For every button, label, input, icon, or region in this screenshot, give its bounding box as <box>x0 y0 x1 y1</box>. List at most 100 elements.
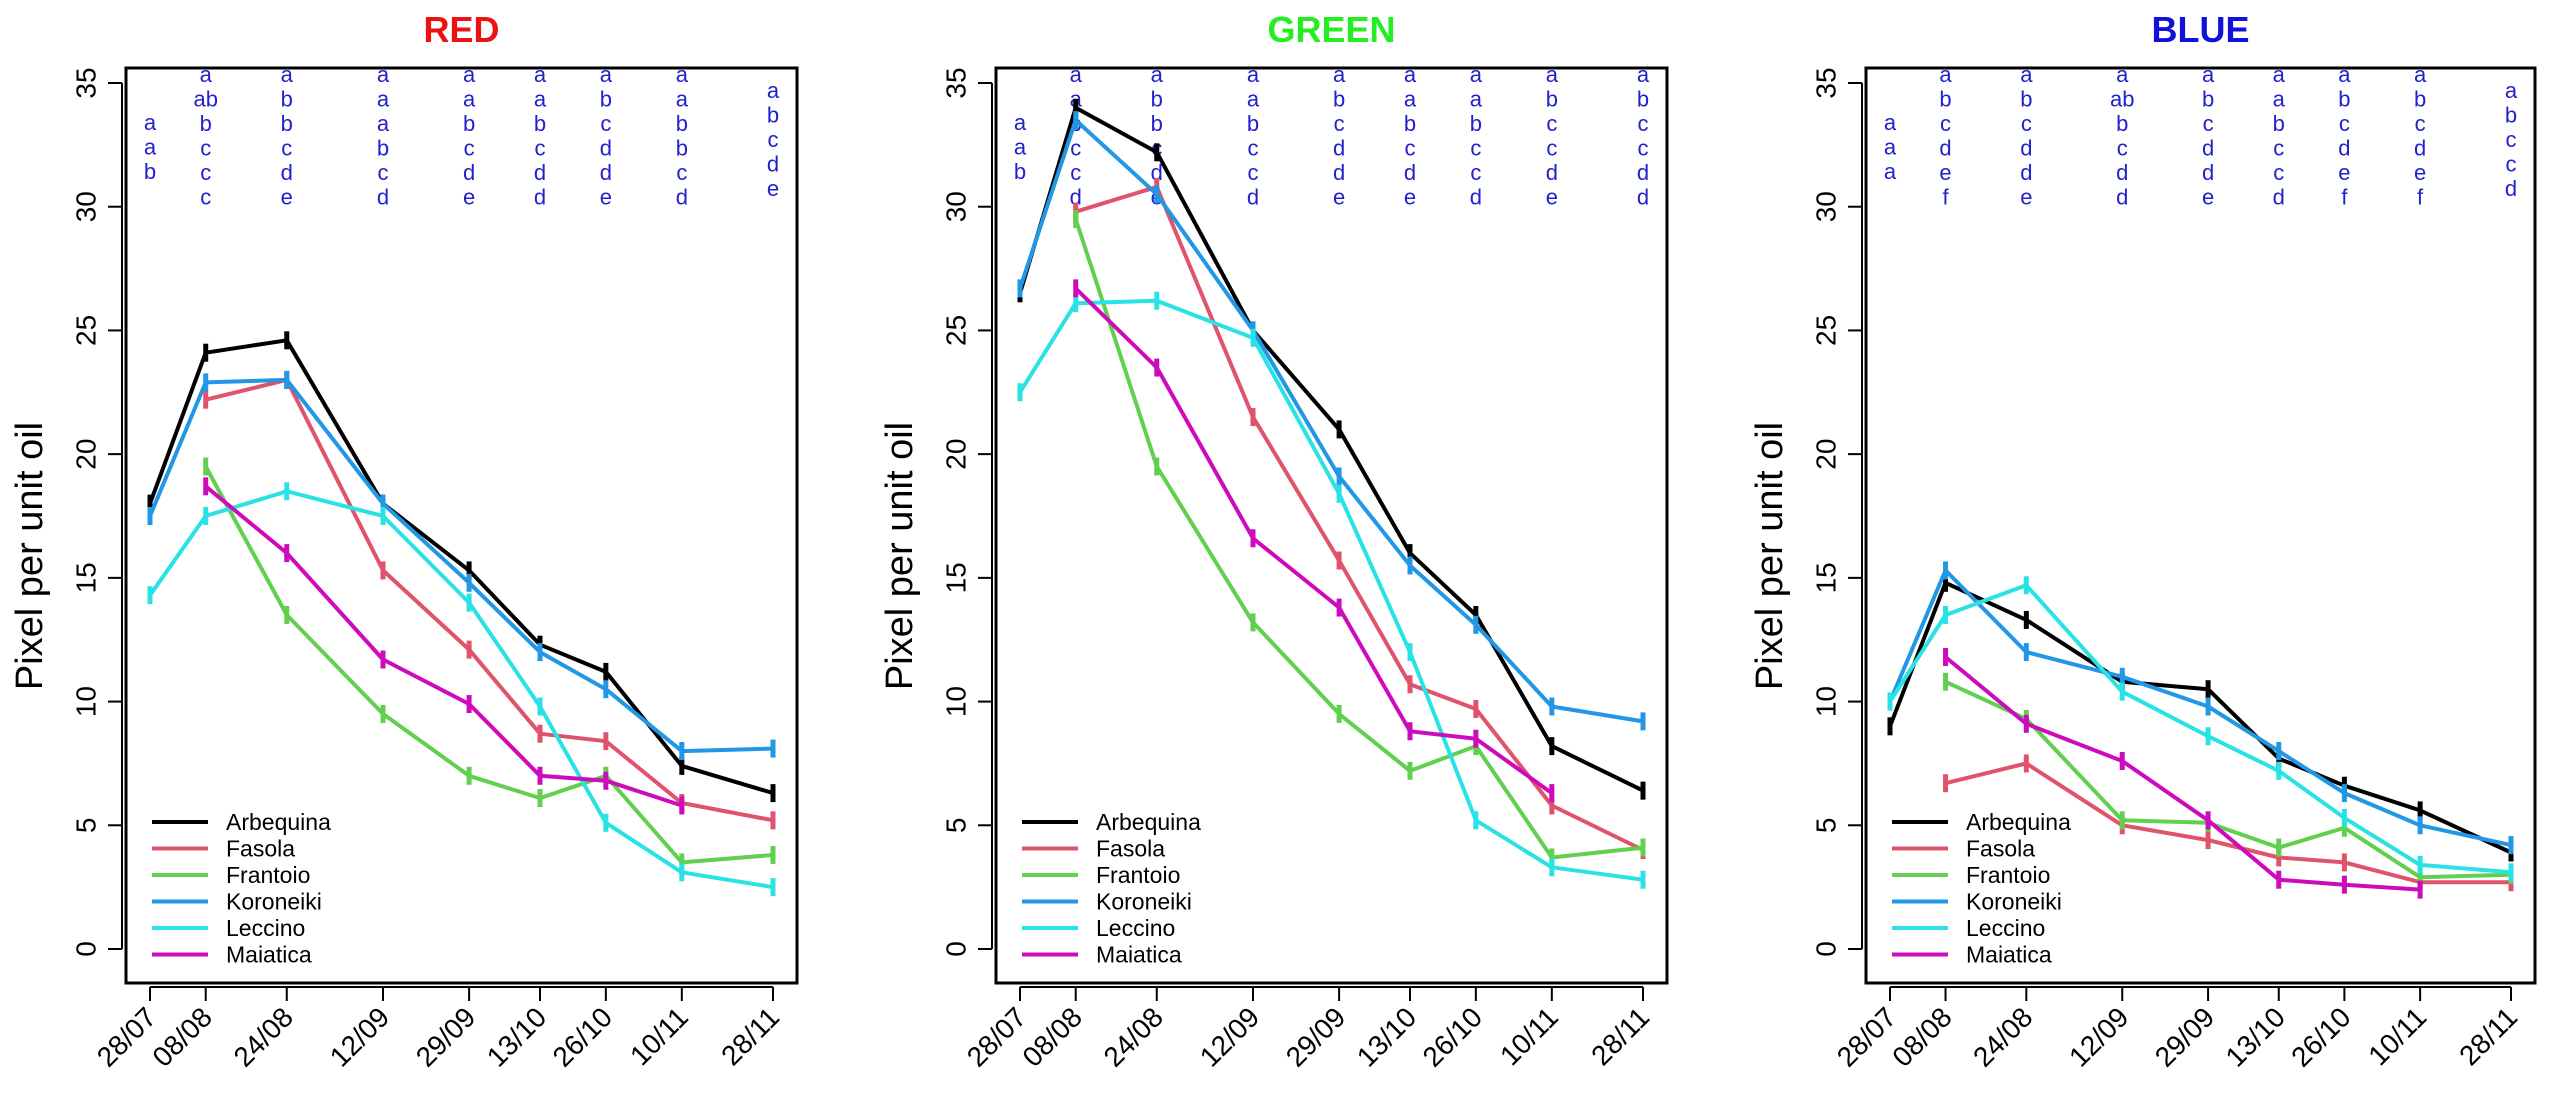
legend-label: Fasola <box>1966 836 2035 862</box>
significance-letter: a <box>1333 62 1346 87</box>
significance-letter: b <box>2414 87 2426 112</box>
significance-letter: b <box>281 87 293 112</box>
legend-label: Frantoio <box>226 862 310 888</box>
significance-letter: b <box>2505 103 2517 128</box>
x-tick-label: 28/07 <box>1831 1001 1902 1072</box>
series-koroneiki <box>1017 111 1646 731</box>
significance-letter: c <box>2273 136 2284 161</box>
series-line <box>1073 218 1644 860</box>
x-tick-label: 26/10 <box>1417 1001 1488 1072</box>
series-frantoio <box>1073 210 1646 867</box>
legend-label: Leccino <box>1096 915 1175 941</box>
significance-letter: e <box>281 185 293 210</box>
legend-label: Fasola <box>226 836 295 862</box>
significance-letter: c <box>200 185 211 210</box>
y-axis-label: Pixel per unit oil <box>1749 422 1791 690</box>
x-tick-label: 13/10 <box>2220 1001 2291 1072</box>
significance-letter: c <box>464 136 475 161</box>
significance-letter: a <box>2116 62 2129 87</box>
y-tick-label: 30 <box>71 191 102 222</box>
significance-letter: b <box>676 111 688 136</box>
significance-letter: b <box>767 103 779 128</box>
significance-letter: b <box>600 87 612 112</box>
significance-letter: d <box>1333 136 1345 161</box>
x-tick-label: 29/09 <box>2149 1001 2220 1072</box>
significance-letter: b <box>1014 159 1026 184</box>
significance-letter: e <box>1546 185 1558 210</box>
significance-letter: b <box>463 111 475 136</box>
legend-label: Arbequina <box>1966 809 2071 835</box>
significance-letter: f <box>2417 185 2424 210</box>
series-leccino <box>1887 576 2514 882</box>
significance-letter: c <box>1638 136 1649 161</box>
significance-letter: e <box>767 176 779 201</box>
significance-letter: a <box>463 87 476 112</box>
significance-letter: e <box>2338 160 2350 185</box>
x-tick-label: 12/09 <box>2063 1001 2134 1072</box>
x-tick-label: 08/08 <box>146 1001 217 1072</box>
significance-letter: d <box>1637 160 1649 185</box>
significance-letter: d <box>600 136 612 161</box>
significance-letter: b <box>1404 111 1416 136</box>
significance-letter: a <box>377 62 390 87</box>
significance-letter: c <box>2021 111 2032 136</box>
significance-letter: c <box>2506 152 2517 177</box>
series-maiatica <box>203 477 685 815</box>
significance-letter: a <box>200 62 213 87</box>
significance-letter: a <box>1939 62 1952 87</box>
significance-letter: c <box>1546 111 1557 136</box>
significance-letter: ab <box>193 87 217 112</box>
significance-letter: b <box>2338 87 2350 112</box>
significance-letter: c <box>2339 111 2350 136</box>
legend-label: Maiatica <box>226 942 312 968</box>
chart-title: BLUE <box>2152 9 2250 50</box>
y-tick-label: 10 <box>71 686 102 717</box>
significance-letter: d <box>281 160 293 185</box>
legend-label: Koroneiki <box>1096 889 1192 915</box>
y-tick-label: 35 <box>941 67 972 98</box>
panel-green: GREEN 0 5 10 15 20 25 30 35 Pixel per unit oil 28/… <box>879 9 1669 1073</box>
y-tick-label: 25 <box>71 315 102 346</box>
x-tick-label: 28/07 <box>91 1001 162 1072</box>
legend-label: Frantoio <box>1966 862 2050 888</box>
significance-letter: b <box>1151 87 1163 112</box>
significance-letter: a <box>534 87 547 112</box>
significance-letter: c <box>1070 160 1081 185</box>
significance-letter: a <box>1151 62 1164 87</box>
y-tick-label: 30 <box>1811 191 1842 222</box>
significance-letter: f <box>2341 185 2348 210</box>
y-axis-label: Pixel per unit oil <box>9 422 51 690</box>
x-tick-label: 26/10 <box>547 1001 618 1072</box>
x-tick-label: 24/08 <box>228 1001 299 1072</box>
series-leccino <box>1017 291 1646 889</box>
y-tick-label: 10 <box>941 686 972 717</box>
significance-letter: c <box>377 160 388 185</box>
significance-letter: f <box>1942 185 1949 210</box>
significance-letter: d <box>1939 136 1951 161</box>
significance-letter: c <box>768 127 779 152</box>
series-koroneiki <box>1887 561 2514 855</box>
significance-letter: c <box>1405 136 1416 161</box>
x-tick-label: 28/07 <box>961 1001 1032 1072</box>
significance-letter: c <box>1470 160 1481 185</box>
significance-letter: a <box>2338 62 2351 87</box>
significance-letter: b <box>1637 87 1649 112</box>
significance-letter: a <box>463 62 476 87</box>
y-tick-label: 0 <box>941 941 972 957</box>
y-tick-label: 20 <box>941 439 972 470</box>
significance-letter: d <box>534 160 546 185</box>
significance-letter: c <box>1940 111 1951 136</box>
significance-letter: c <box>281 136 292 161</box>
significance-letter: c <box>1638 111 1649 136</box>
significance-letter: d <box>2116 160 2128 185</box>
significance-letter: b <box>1939 87 1951 112</box>
significance-letter: e <box>2414 160 2426 185</box>
significance-letter: b <box>2020 87 2032 112</box>
significance-letter: d <box>534 185 546 210</box>
significance-letter: c <box>676 160 687 185</box>
significance-letter: c <box>2415 111 2426 136</box>
chart-title: RED <box>423 9 499 50</box>
significance-letter: e <box>1404 185 1416 210</box>
significance-letter: d <box>1404 160 1416 185</box>
